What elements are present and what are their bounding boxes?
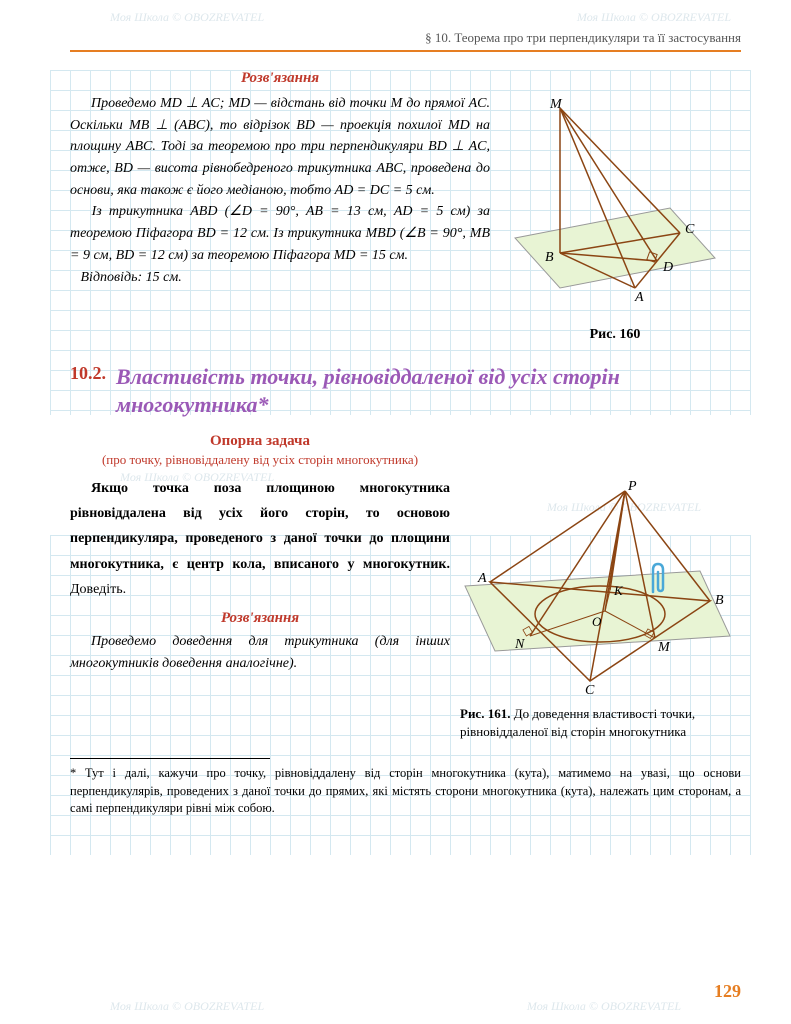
fig-caption-bold: Рис. 161. [460,706,510,721]
svg-text:M: M [657,640,671,655]
svg-text:D: D [662,260,673,275]
figure-160: M B C D A Рис. 160 [500,93,730,343]
section-header: § 10. Теорема про три перпендикуляри та … [70,30,741,46]
section-title: Властивість точки, рівновіддаленої від у… [116,363,741,418]
svg-text:C: C [685,222,695,237]
svg-text:K: K [613,583,624,598]
figure-161-caption: Рис. 161. До доведення властивості точки… [460,705,740,740]
paperclip-icon [645,560,671,605]
figure-160-svg: M B C D A [505,93,725,323]
solution-title: Розв'язання [70,70,490,87]
svg-text:C: C [585,683,595,696]
solution-text-1: Проведемо MD ⊥ AC; MD — відстань від точ… [70,93,490,343]
svg-text:B: B [715,593,724,608]
footnote: * Тут і далі, кажучи про точку, рівновід… [70,765,741,818]
watermark: Моя Школа © OBOZREVATEL [577,10,731,25]
task-title: Опорна задача [70,433,450,450]
svg-text:P: P [627,479,637,494]
watermark: Моя Школа © OBOZREVATEL [527,999,681,1014]
divider [70,50,741,52]
figure-160-caption: Рис. 160 [500,327,730,343]
svg-text:M: M [549,97,563,112]
page-number: 129 [714,981,741,1002]
figure-161-svg: P A B C N M K O [460,476,735,696]
svg-text:A: A [634,290,644,305]
task-tail: Доведіть. [70,582,126,597]
svg-text:B: B [545,250,554,265]
svg-text:A: A [477,571,487,586]
solution-title-2: Розв'язання [70,610,450,627]
svg-text:N: N [514,637,525,652]
figure-161: P A B C N M K O Рис. 161. До доведення в… [460,476,740,740]
textbook-page: Моя Школа © OBOZREVATEL Моя Школа © OBOZ… [0,0,791,1024]
section-10-2-heading: 10.2. Властивість точки, рівновіддаленої… [70,363,741,418]
section-number: 10.2. [70,363,106,418]
svg-text:O: O [592,614,602,629]
solution-text-2: Проведемо доведення для трикутника (для … [70,631,450,674]
task-block: Якщо точка поза площиною многокутника рі… [70,476,741,740]
task-statement: Якщо точка поза площиною многокутника рі… [70,476,450,602]
task-bold-text: Якщо точка поза площиною многокутника рі… [70,481,450,572]
footnote-rule [70,758,270,759]
task-subtitle: (про точку, рівновіддалену від усіх стор… [70,452,450,468]
watermark: Моя Школа © OBOZREVATEL [110,10,264,25]
watermark: Моя Школа © OBOZREVATEL [110,999,264,1014]
solution-block-1: Проведемо MD ⊥ AC; MD — відстань від точ… [70,93,741,343]
